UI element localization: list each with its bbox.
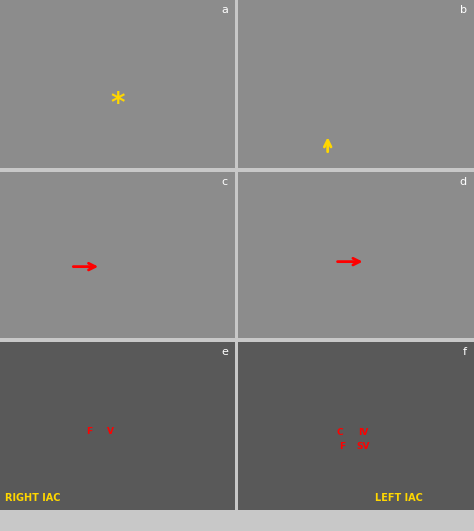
Text: V: V <box>107 426 114 435</box>
Text: IV: IV <box>358 428 368 437</box>
Text: F: F <box>86 426 92 435</box>
Text: LEFT IAC: LEFT IAC <box>375 493 423 503</box>
Text: SV: SV <box>356 442 370 451</box>
Text: d: d <box>460 177 467 187</box>
Text: RIGHT IAC: RIGHT IAC <box>5 493 60 503</box>
Text: f: f <box>463 347 467 357</box>
Text: F: F <box>339 442 345 451</box>
Text: b: b <box>460 5 467 15</box>
Text: C: C <box>336 428 343 437</box>
Text: e: e <box>221 347 228 357</box>
Text: a: a <box>221 5 228 15</box>
Text: *: * <box>110 90 125 118</box>
Text: c: c <box>222 177 228 187</box>
